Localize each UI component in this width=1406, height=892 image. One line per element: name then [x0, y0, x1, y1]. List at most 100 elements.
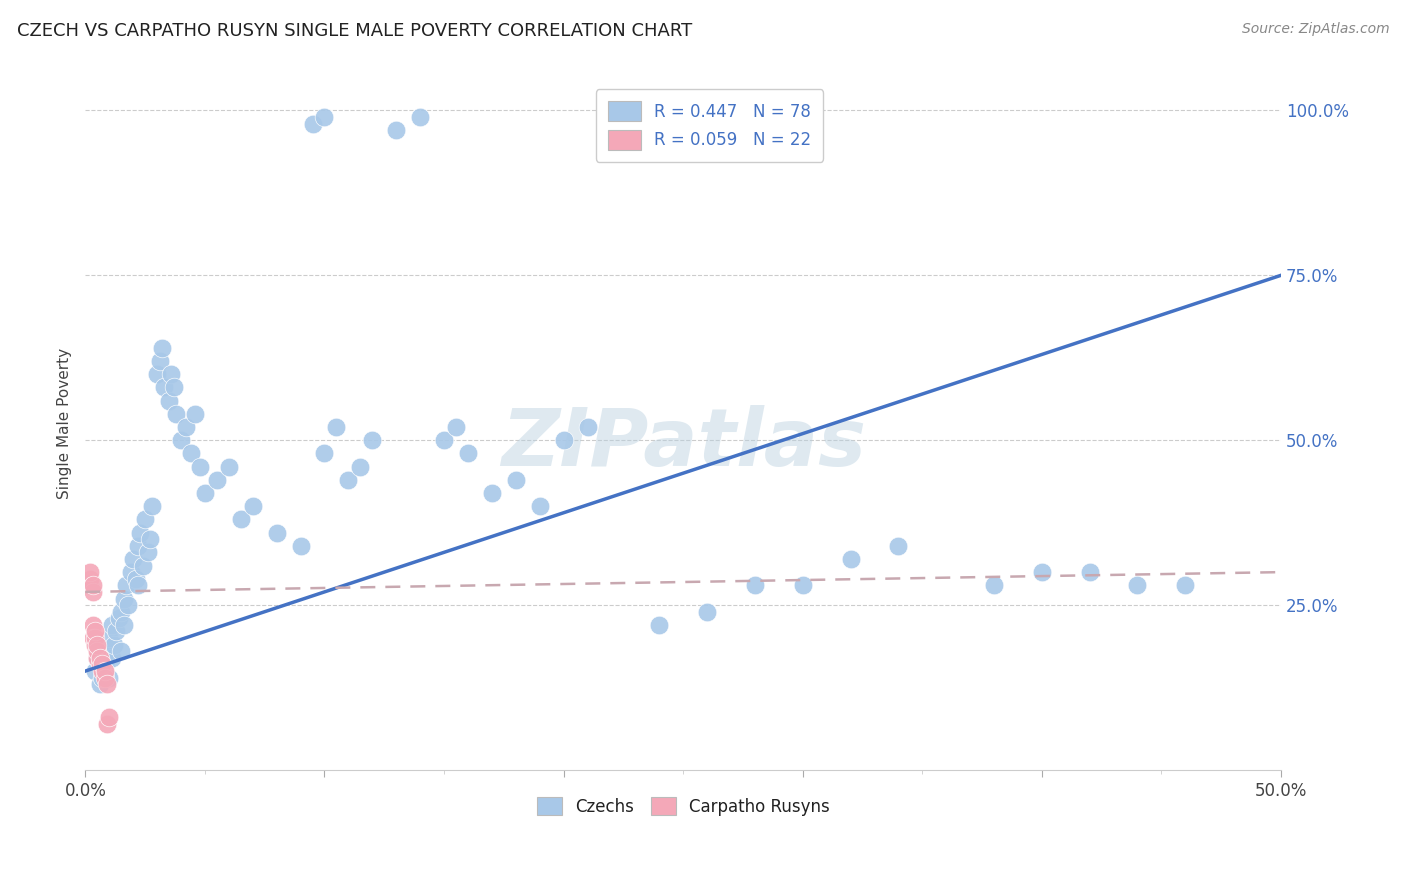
Point [117, 598, 139, 612]
Point [576, 420, 599, 434]
Point [553, 434, 575, 448]
Point [98, 671, 121, 685]
Point [744, 578, 766, 592]
Point [170, 434, 193, 448]
Point [129, 525, 152, 540]
Point [349, 459, 371, 474]
Point [163, 380, 186, 394]
Point [165, 407, 187, 421]
Point [122, 552, 145, 566]
Point [86, 651, 108, 665]
Point [112, 618, 135, 632]
Point [139, 532, 162, 546]
Point [93, 671, 115, 685]
Point [79, 565, 101, 579]
Point [1126, 578, 1149, 592]
Point [1174, 578, 1197, 592]
Point [839, 552, 862, 566]
Point [325, 420, 347, 434]
Point [481, 486, 503, 500]
Point [127, 578, 149, 592]
Point [180, 446, 202, 460]
Point [983, 578, 1005, 592]
Point [505, 473, 527, 487]
Point [120, 565, 142, 579]
Point [141, 499, 163, 513]
Text: CZECH VS CARPATHO RUSYN SINGLE MALE POVERTY CORRELATION CHART: CZECH VS CARPATHO RUSYN SINGLE MALE POVE… [17, 22, 692, 40]
Point [86, 651, 108, 665]
Point [79, 572, 101, 586]
Legend: Czechs, Carpatho Rusyns: Czechs, Carpatho Rusyns [529, 789, 838, 824]
Point [86, 644, 108, 658]
Point [157, 393, 180, 408]
Point [96, 716, 118, 731]
Point [93, 664, 115, 678]
Point [91, 657, 114, 672]
Point [103, 638, 125, 652]
Point [290, 539, 312, 553]
Point [105, 624, 128, 639]
Point [96, 644, 118, 658]
Point [529, 499, 551, 513]
Point [188, 459, 211, 474]
Point [385, 123, 408, 137]
Point [153, 380, 176, 394]
Point [266, 525, 288, 540]
Point [229, 512, 252, 526]
Point [91, 664, 114, 678]
Point [89, 657, 111, 672]
Y-axis label: Single Male Poverty: Single Male Poverty [58, 348, 72, 500]
Point [98, 631, 121, 645]
Point [84, 631, 107, 645]
Point [96, 677, 118, 691]
Point [84, 624, 107, 639]
Point [218, 459, 240, 474]
Point [409, 110, 432, 124]
Point [93, 657, 115, 672]
Point [184, 407, 207, 421]
Point [100, 651, 122, 665]
Text: ZIPatlas: ZIPatlas [501, 406, 866, 483]
Point [150, 341, 173, 355]
Point [127, 539, 149, 553]
Point [301, 117, 323, 131]
Text: Source: ZipAtlas.com: Source: ZipAtlas.com [1241, 22, 1389, 37]
Point [160, 368, 183, 382]
Point [314, 110, 336, 124]
Point [82, 578, 104, 592]
Point [79, 578, 101, 592]
Point [115, 578, 138, 592]
Point [648, 618, 671, 632]
Point [314, 446, 336, 460]
Point [82, 585, 104, 599]
Point [82, 618, 104, 632]
Point [1078, 565, 1101, 579]
Point [1031, 565, 1053, 579]
Point [98, 710, 121, 724]
Point [337, 473, 360, 487]
Point [457, 446, 479, 460]
Point [148, 354, 170, 368]
Point [194, 486, 217, 500]
Point [100, 618, 122, 632]
Point [132, 558, 155, 573]
Point [887, 539, 910, 553]
Point [84, 664, 107, 678]
Point [205, 473, 228, 487]
Point [86, 638, 108, 652]
Point [89, 651, 111, 665]
Point [91, 671, 114, 685]
Point [444, 420, 467, 434]
Point [124, 572, 146, 586]
Point [174, 420, 197, 434]
Point [110, 605, 132, 619]
Point [110, 644, 132, 658]
Point [134, 512, 156, 526]
Point [242, 499, 264, 513]
Point [433, 434, 456, 448]
Point [146, 368, 169, 382]
Point [84, 638, 107, 652]
Point [696, 605, 718, 619]
Point [82, 631, 104, 645]
Point [361, 434, 384, 448]
